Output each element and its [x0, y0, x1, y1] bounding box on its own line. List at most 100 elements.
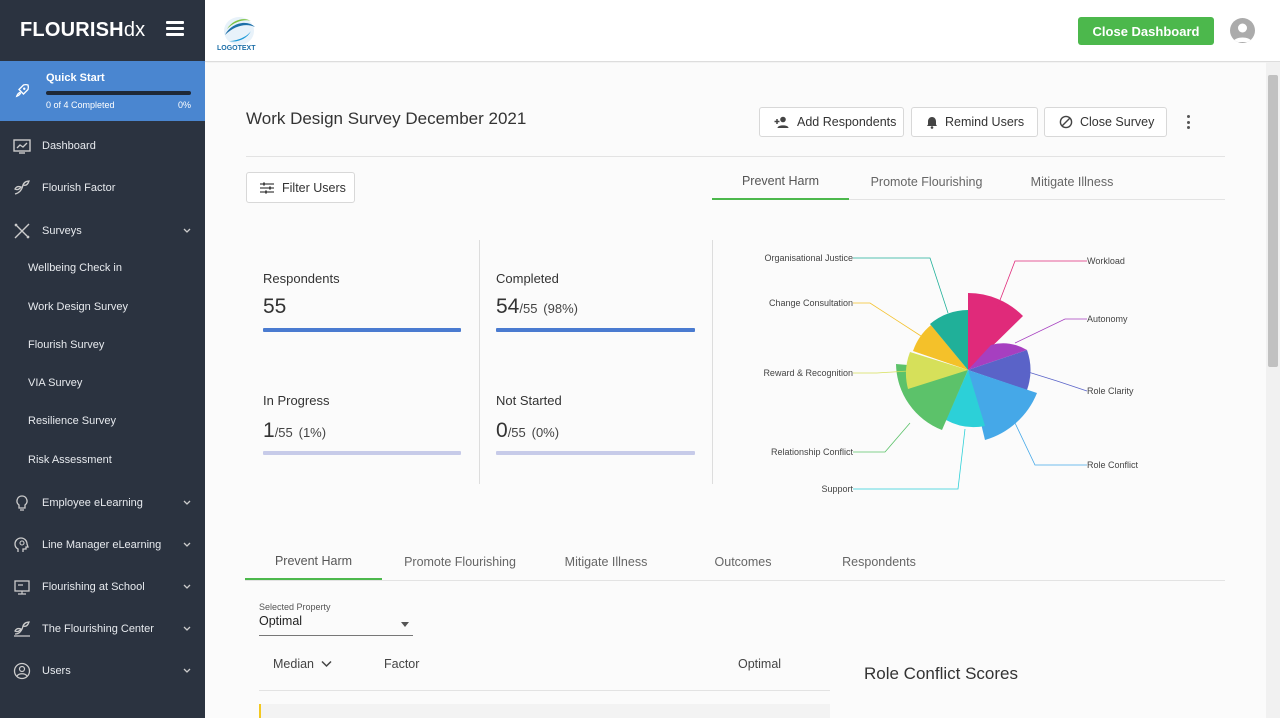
wedge-support — [946, 370, 985, 428]
sidebar-subitem-flourish-survey[interactable]: Flourish Survey — [28, 339, 105, 351]
filter-sliders-icon — [260, 182, 274, 193]
sidebar-header: FLOURISHdx — [0, 0, 205, 61]
wedge-workload — [968, 292, 1023, 370]
optimal-header: Optimal — [738, 657, 782, 671]
chevron-down-icon — [183, 228, 191, 233]
rocket-icon — [15, 83, 30, 98]
chevron-down-icon — [321, 660, 333, 668]
quick-start-panel[interactable]: Quick Start 0 of 4 Completed 0% — [0, 61, 205, 121]
quick-start-percent: 0% — [177, 100, 191, 110]
lightbulb-icon — [16, 495, 28, 511]
tab-mitigate-illness-detail[interactable]: Mitigate Illness — [564, 554, 648, 569]
sidebar-subitem-resilience-survey[interactable]: Resilience Survey — [28, 415, 117, 427]
divider — [712, 240, 713, 484]
quick-start-progress-bar — [46, 91, 191, 95]
remind-users-label: Remind Users — [945, 115, 1025, 129]
filter-users-label: Filter Users — [282, 180, 346, 195]
sidebar: FLOURISHdx Quick Start 0 of 4 Completed … — [0, 0, 205, 718]
label-relationship-conflict: Relationship Conflict — [771, 447, 854, 457]
tab-prevent-harm-detail[interactable]: Prevent Harm — [245, 543, 382, 580]
not-started-bar — [496, 451, 695, 455]
surveys-icon — [14, 223, 30, 239]
add-user-icon — [774, 116, 789, 128]
chevron-down-icon — [183, 542, 191, 547]
page-title: Work Design Survey December 2021 — [246, 109, 527, 128]
label-organisational-justice: Organisational Justice — [764, 253, 853, 263]
add-respondents-button[interactable]: Add Respondents — [759, 107, 904, 137]
sidebar-item-flourishing-at-school[interactable]: Flourishing at School — [0, 567, 205, 607]
median-header[interactable]: Median — [273, 657, 333, 671]
sprout-icon — [14, 621, 30, 637]
label-role-clarity: Role Clarity — [1087, 386, 1134, 396]
quick-start-progress-text: 0 of 4 Completed — [46, 100, 115, 110]
sidebar-item-label: Users — [42, 665, 71, 677]
completed-bar — [496, 328, 695, 332]
wedge-reward-recognition — [905, 352, 968, 389]
label-autonomy: Autonomy — [1087, 314, 1128, 324]
sidebar-item-label: Dashboard — [42, 140, 96, 152]
sidebar-item-label: Surveys — [42, 225, 82, 237]
school-icon — [14, 580, 30, 595]
table-row[interactable] — [259, 704, 830, 718]
sidebar-item-users[interactable]: Users — [0, 651, 205, 691]
chevron-down-icon — [183, 668, 191, 673]
label-reward-recognition: Reward & Recognition — [763, 368, 853, 378]
wedge-change-consultation — [913, 325, 968, 370]
sidebar-item-employee-elearning[interactable]: Employee eLearning — [0, 483, 205, 523]
menu-icon[interactable] — [166, 21, 184, 36]
label-support: Support — [821, 484, 853, 494]
brand-logo[interactable]: FLOURISHdx — [20, 19, 146, 41]
sidebar-item-surveys[interactable]: Surveys — [0, 211, 205, 251]
not-started-label: Not Started — [496, 393, 562, 408]
sidebar-item-flourish-factor[interactable]: Flourish Factor — [0, 168, 205, 208]
in-progress-value: 1/55 (1%) — [263, 419, 327, 442]
sidebar-item-label: Flourishing at School — [42, 581, 145, 593]
chevron-down-icon — [183, 584, 191, 589]
scrollbar-thumb[interactable] — [1268, 75, 1278, 367]
dashboard-icon — [13, 139, 31, 154]
remind-users-button[interactable]: Remind Users — [911, 107, 1038, 137]
in-progress-label: In Progress — [263, 393, 330, 408]
cancel-circle-icon — [1059, 115, 1073, 129]
close-survey-button[interactable]: Close Survey — [1044, 107, 1167, 137]
label-role-conflict: Role Conflict — [1087, 460, 1139, 470]
sidebar-item-the-flourishing-center[interactable]: The Flourishing Center — [0, 609, 205, 649]
selected-property-value: Optimal — [259, 614, 303, 628]
wedge-role-clarity — [968, 350, 1031, 390]
in-progress-bar — [263, 451, 461, 455]
sidebar-item-label: The Flourishing Center — [42, 623, 154, 635]
close-survey-label: Close Survey — [1080, 115, 1155, 129]
sidebar-item-line-manager-elearning[interactable]: Line Manager eLearning — [0, 525, 205, 565]
sidebar-item-label: Employee eLearning — [42, 497, 143, 509]
top-bar: LOGOTEXT Close Dashboard — [205, 0, 1280, 62]
more-options-icon[interactable] — [1187, 115, 1191, 131]
bottom-tabs: Prevent Harm Promote Flourishing Mitigat… — [245, 543, 1225, 581]
tab-prevent-harm[interactable]: Prevent Harm — [712, 163, 849, 200]
avatar[interactable] — [1230, 18, 1255, 43]
chevron-down-icon — [183, 500, 191, 505]
close-dashboard-button[interactable]: Close Dashboard — [1078, 17, 1214, 45]
users-icon — [13, 662, 31, 680]
divider — [479, 240, 480, 484]
sidebar-subitem-wellbeing-check-in[interactable]: Wellbeing Check in — [28, 262, 122, 274]
factor-header: Factor — [384, 657, 420, 671]
divider — [246, 156, 1225, 157]
selected-property-select[interactable]: Optimal — [259, 614, 413, 636]
sidebar-subitem-work-design-survey[interactable]: Work Design Survey — [28, 301, 129, 313]
tab-mitigate-illness[interactable]: Mitigate Illness — [1030, 174, 1114, 189]
sidebar-subitem-risk-assessment[interactable]: Risk Assessment — [28, 454, 112, 466]
tab-outcomes[interactable]: Outcomes — [714, 554, 772, 569]
company-logo-icon[interactable] — [217, 8, 261, 54]
tab-promote-flourishing-detail[interactable]: Promote Flourishing — [404, 554, 516, 569]
sidebar-subitem-via-survey[interactable]: VIA Survey — [28, 377, 83, 389]
tab-promote-flourishing[interactable]: Promote Flourishing — [870, 174, 983, 189]
selected-property-label: Selected Property — [259, 602, 331, 612]
tab-respondents[interactable]: Respondents — [842, 554, 916, 569]
respondents-value: 55 — [263, 295, 287, 318]
wedge-organisational-justice — [930, 310, 968, 370]
filter-users-button[interactable]: Filter Users — [246, 172, 355, 203]
completed-value: 54/55 (98%) — [496, 295, 578, 318]
page-scrollbar[interactable] — [1266, 62, 1280, 718]
prevent-harm-polar-chart: Workload Autonomy Role Clarity Role Conf… — [763, 253, 1139, 494]
sidebar-item-dashboard[interactable]: Dashboard — [0, 126, 205, 166]
